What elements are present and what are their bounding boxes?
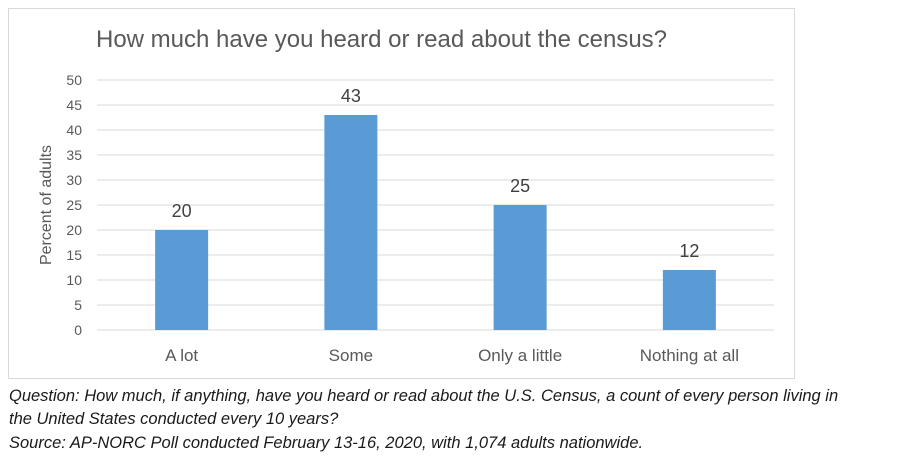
gridlines bbox=[97, 79, 774, 331]
footnote-question-line2: the United States conducted every 10 yea… bbox=[9, 410, 339, 428]
x-tick-label: Some bbox=[329, 346, 373, 365]
x-tick-label: Nothing at all bbox=[640, 346, 739, 365]
data-label: 12 bbox=[679, 241, 699, 261]
y-tick-label: 30 bbox=[66, 172, 82, 188]
y-tick-label: 15 bbox=[66, 247, 82, 263]
y-axis-label: Percent of adults bbox=[38, 145, 55, 265]
bar-a-lot bbox=[155, 230, 209, 330]
y-tick-label: 35 bbox=[66, 147, 82, 163]
y-tick-label: 40 bbox=[66, 122, 82, 138]
y-tick-label: 25 bbox=[66, 197, 82, 213]
y-axis-ticks: 0 5 10 15 20 25 30 35 40 45 50 bbox=[66, 72, 82, 338]
bar-some bbox=[324, 115, 378, 330]
data-label: 25 bbox=[510, 176, 530, 196]
footnote-source: Source: AP-NORC Poll conducted February … bbox=[9, 434, 644, 452]
data-label: 43 bbox=[341, 86, 361, 106]
footnote-question-line1: Question: How much, if anything, have yo… bbox=[9, 387, 839, 405]
y-tick-label: 10 bbox=[66, 272, 82, 288]
x-axis-ticks: A lot Some Only a little Nothing at all bbox=[165, 346, 739, 365]
bars bbox=[155, 115, 716, 330]
x-tick-label: A lot bbox=[165, 346, 198, 365]
y-tick-label: 0 bbox=[74, 322, 82, 338]
y-tick-label: 5 bbox=[74, 297, 82, 313]
data-label: 20 bbox=[172, 201, 192, 221]
x-tick-label: Only a little bbox=[478, 346, 562, 365]
bar-nothing-at-all bbox=[662, 270, 716, 330]
y-tick-label: 20 bbox=[66, 222, 82, 238]
chart-title: How much have you heard or read about th… bbox=[96, 26, 668, 53]
y-tick-label: 45 bbox=[66, 97, 82, 113]
bar-only-a-little bbox=[493, 205, 547, 330]
y-tick-label: 50 bbox=[66, 72, 82, 88]
data-labels: 20 43 25 12 bbox=[172, 86, 700, 261]
